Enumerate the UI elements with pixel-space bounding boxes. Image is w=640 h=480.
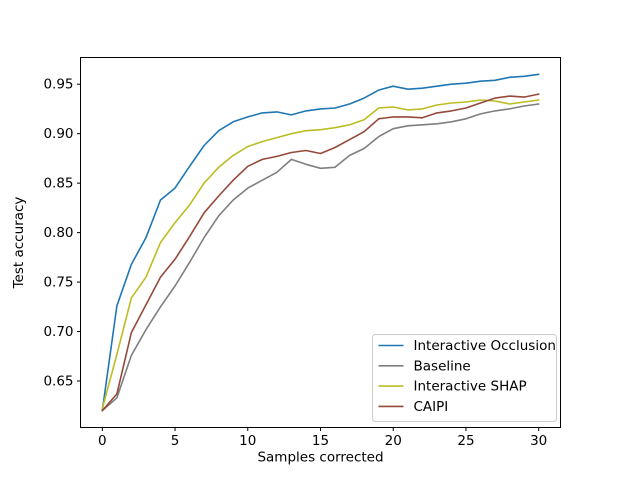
series-line-interactive-occlusion: [101, 73, 540, 412]
legend-box: [372, 334, 557, 422]
x-tick-label: 10: [239, 433, 256, 449]
x-tick-label: 25: [457, 433, 474, 449]
x-axis-label: Samples corrected: [257, 450, 383, 466]
y-tick-label: 0.90: [43, 126, 73, 142]
y-tick-label: 0.85: [43, 176, 73, 192]
legend-label-interactive-occlusion: Interactive Occlusion: [414, 338, 556, 354]
x-tick-label: 20: [385, 433, 402, 449]
y-axis-label: Test accuracy: [11, 197, 27, 290]
series-line-baseline: [101, 103, 540, 412]
legend-label-caipi: CAIPI: [414, 399, 449, 415]
x-tick-label: 5: [171, 433, 180, 449]
y-tick-label: 0.95: [43, 77, 73, 93]
legend-label-interactive-shap: Interactive SHAP: [414, 379, 527, 395]
y-tick-label: 0.80: [43, 225, 73, 241]
series-line-interactive-shap: [101, 99, 540, 410]
y-tick-label: 0.70: [43, 324, 73, 340]
legend-label-baseline: Baseline: [414, 358, 471, 374]
x-tick-label: 15: [312, 433, 329, 449]
x-tick-label: 0: [98, 433, 107, 449]
legend: Interactive Occlusion Baseline Interactive…: [372, 334, 557, 422]
series-line-caipi: [101, 93, 540, 412]
y-tick-label: 0.75: [43, 275, 73, 291]
x-tick-label: 30: [530, 433, 547, 449]
y-tick-label: 0.65: [43, 374, 73, 390]
